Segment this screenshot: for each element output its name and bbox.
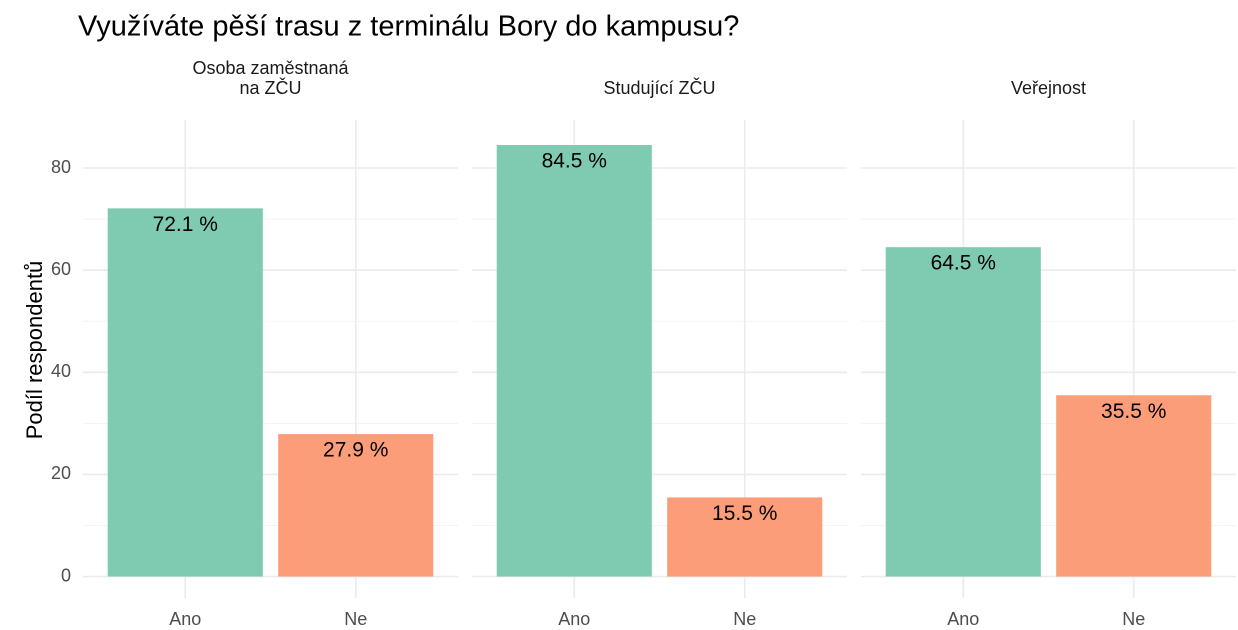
value-label: 35.5 %	[1101, 400, 1166, 423]
chart-title: Využíváte pěší trasu z terminálu Bory do…	[78, 11, 739, 43]
bar	[278, 434, 434, 577]
x-tick-label: Ne	[344, 609, 367, 629]
facet-title: Osoba zaměstnaná	[192, 58, 349, 78]
y-axis-label: Podíl respondentů	[22, 261, 47, 440]
facet-title: Studující ZČU	[603, 77, 715, 98]
x-tick-label: Ne	[1122, 609, 1145, 629]
bar	[885, 247, 1041, 577]
value-label: 72.1 %	[153, 213, 218, 236]
value-label: 64.5 %	[931, 252, 996, 275]
y-tick-label: 40	[51, 361, 71, 381]
x-tick-label: Ne	[733, 609, 756, 629]
x-tick-label: Ano	[947, 609, 979, 629]
x-tick-label: Ano	[169, 609, 201, 629]
y-tick-label: 20	[51, 463, 71, 483]
bar	[107, 208, 263, 577]
facet-title: Veřejnost	[1011, 78, 1086, 98]
value-label: 27.9 %	[323, 439, 388, 462]
facet-title: na ZČU	[239, 77, 301, 98]
value-label: 84.5 %	[542, 150, 607, 173]
y-tick-label: 80	[51, 157, 71, 177]
bar	[667, 497, 823, 577]
bar	[496, 145, 652, 577]
y-tick-label: 0	[61, 565, 71, 585]
value-label: 15.5 %	[712, 502, 777, 525]
y-tick-label: 60	[51, 259, 71, 279]
x-tick-label: Ano	[558, 609, 590, 629]
bar	[1056, 395, 1212, 577]
